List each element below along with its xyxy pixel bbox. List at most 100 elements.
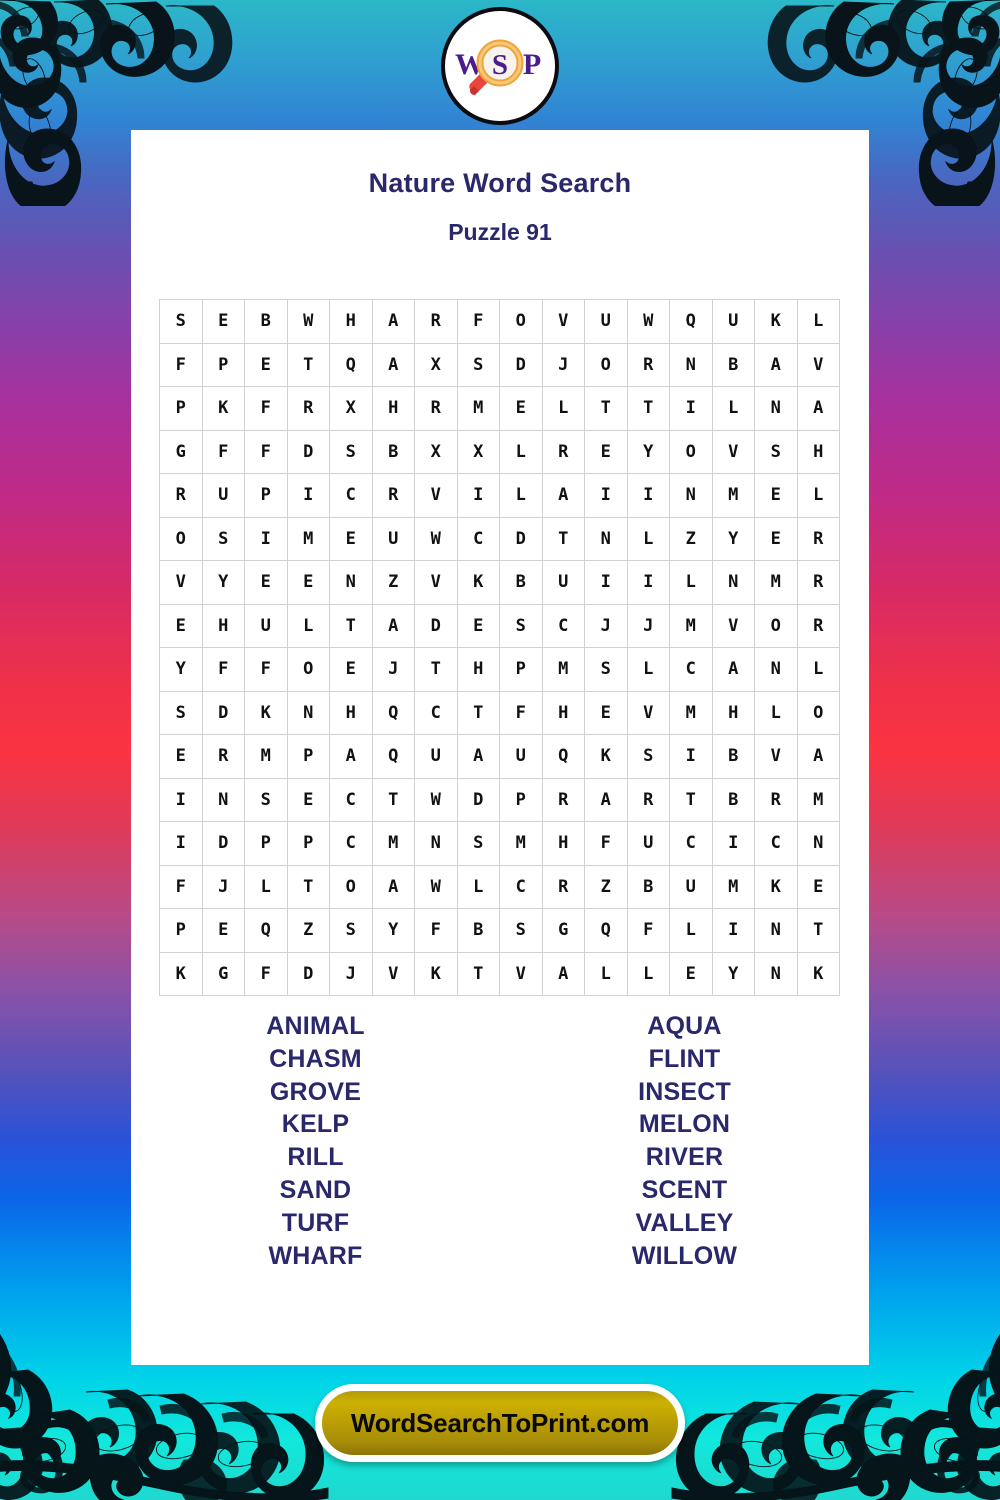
grid-cell[interactable]: A bbox=[371, 864, 415, 909]
grid-cell[interactable]: V bbox=[796, 342, 840, 387]
grid-cell[interactable]: U bbox=[626, 821, 670, 866]
grid-cell[interactable]: N bbox=[329, 560, 373, 605]
grid-cell[interactable]: U bbox=[201, 473, 245, 518]
grid-cell[interactable]: P bbox=[244, 473, 288, 518]
grid-cell[interactable]: R bbox=[414, 299, 458, 344]
grid-cell[interactable]: K bbox=[584, 734, 628, 779]
grid-cell[interactable]: V bbox=[159, 560, 203, 605]
grid-cell[interactable]: P bbox=[286, 821, 330, 866]
grid-cell[interactable]: C bbox=[499, 864, 543, 909]
grid-cell[interactable]: L bbox=[541, 386, 585, 431]
grid-cell[interactable]: O bbox=[286, 647, 330, 692]
grid-cell[interactable]: H bbox=[541, 821, 585, 866]
grid-cell[interactable]: F bbox=[201, 429, 245, 474]
grid-cell[interactable]: F bbox=[159, 342, 203, 387]
grid-cell[interactable]: S bbox=[499, 908, 543, 953]
grid-cell[interactable]: I bbox=[244, 516, 288, 561]
grid-cell[interactable]: I bbox=[286, 473, 330, 518]
grid-cell[interactable]: M bbox=[754, 560, 798, 605]
grid-cell[interactable]: X bbox=[414, 342, 458, 387]
grid-cell[interactable]: D bbox=[286, 951, 330, 996]
grid-cell[interactable]: H bbox=[371, 386, 415, 431]
grid-cell[interactable]: M bbox=[286, 516, 330, 561]
grid-cell[interactable]: P bbox=[499, 777, 543, 822]
word-list-item[interactable]: RILL bbox=[287, 1143, 344, 1172]
grid-cell[interactable]: T bbox=[456, 690, 500, 735]
grid-cell[interactable]: C bbox=[754, 821, 798, 866]
grid-cell[interactable]: N bbox=[754, 647, 798, 692]
grid-cell[interactable]: I bbox=[159, 821, 203, 866]
grid-cell[interactable]: E bbox=[754, 473, 798, 518]
grid-cell[interactable]: E bbox=[329, 516, 373, 561]
grid-cell[interactable]: O bbox=[669, 429, 713, 474]
grid-cell[interactable]: W bbox=[414, 864, 458, 909]
grid-cell[interactable]: L bbox=[754, 690, 798, 735]
grid-cell[interactable]: H bbox=[329, 299, 373, 344]
grid-cell[interactable]: A bbox=[371, 342, 415, 387]
grid-cell[interactable]: M bbox=[541, 647, 585, 692]
word-list-item[interactable]: SAND bbox=[279, 1175, 352, 1204]
grid-cell[interactable]: Z bbox=[371, 560, 415, 605]
grid-cell[interactable]: I bbox=[711, 908, 755, 953]
word-list-item[interactable]: MELON bbox=[638, 1110, 731, 1139]
grid-cell[interactable]: R bbox=[796, 560, 840, 605]
grid-cell[interactable]: D bbox=[414, 603, 458, 648]
grid-cell[interactable]: H bbox=[201, 603, 245, 648]
grid-cell[interactable]: P bbox=[244, 821, 288, 866]
grid-cell[interactable]: T bbox=[669, 777, 713, 822]
grid-cell[interactable]: E bbox=[499, 386, 543, 431]
grid-cell[interactable]: R bbox=[201, 734, 245, 779]
grid-cell[interactable]: S bbox=[201, 516, 245, 561]
grid-cell[interactable]: E bbox=[201, 908, 245, 953]
grid-cell[interactable]: Y bbox=[201, 560, 245, 605]
grid-cell[interactable]: M bbox=[244, 734, 288, 779]
grid-cell[interactable]: E bbox=[329, 647, 373, 692]
grid-cell[interactable]: A bbox=[329, 734, 373, 779]
grid-cell[interactable]: E bbox=[669, 951, 713, 996]
grid-cell[interactable]: F bbox=[244, 647, 288, 692]
grid-cell[interactable]: H bbox=[541, 690, 585, 735]
grid-cell[interactable]: C bbox=[414, 690, 458, 735]
grid-cell[interactable]: L bbox=[796, 647, 840, 692]
grid-cell[interactable]: D bbox=[286, 429, 330, 474]
grid-cell[interactable]: H bbox=[711, 690, 755, 735]
grid-cell[interactable]: E bbox=[286, 777, 330, 822]
grid-cell[interactable]: A bbox=[371, 299, 415, 344]
grid-cell[interactable]: R bbox=[796, 603, 840, 648]
grid-cell[interactable]: L bbox=[244, 864, 288, 909]
grid-cell[interactable]: R bbox=[796, 516, 840, 561]
grid-cell[interactable]: R bbox=[159, 473, 203, 518]
grid-cell[interactable]: P bbox=[159, 908, 203, 953]
grid-cell[interactable]: H bbox=[329, 690, 373, 735]
grid-cell[interactable]: V bbox=[754, 734, 798, 779]
grid-cell[interactable]: L bbox=[626, 647, 670, 692]
grid-cell[interactable]: O bbox=[159, 516, 203, 561]
grid-cell[interactable]: U bbox=[244, 603, 288, 648]
grid-cell[interactable]: T bbox=[329, 603, 373, 648]
grid-cell[interactable]: F bbox=[244, 951, 288, 996]
grid-cell[interactable]: V bbox=[414, 473, 458, 518]
word-list-item[interactable]: WILLOW bbox=[631, 1241, 738, 1270]
grid-cell[interactable]: N bbox=[584, 516, 628, 561]
grid-cell[interactable]: U bbox=[499, 734, 543, 779]
grid-cell[interactable]: N bbox=[286, 690, 330, 735]
grid-cell[interactable]: A bbox=[371, 603, 415, 648]
grid-cell[interactable]: F bbox=[584, 821, 628, 866]
grid-cell[interactable]: I bbox=[159, 777, 203, 822]
grid-cell[interactable]: B bbox=[456, 908, 500, 953]
grid-cell[interactable]: V bbox=[414, 560, 458, 605]
word-list-item[interactable]: INSECT bbox=[638, 1077, 731, 1106]
grid-cell[interactable]: F bbox=[456, 299, 500, 344]
grid-cell[interactable]: L bbox=[669, 560, 713, 605]
grid-cell[interactable]: R bbox=[541, 429, 585, 474]
grid-cell[interactable]: S bbox=[626, 734, 670, 779]
grid-cell[interactable]: O bbox=[499, 299, 543, 344]
grid-cell[interactable]: M bbox=[456, 386, 500, 431]
grid-cell[interactable]: K bbox=[414, 951, 458, 996]
grid-cell[interactable]: T bbox=[286, 342, 330, 387]
grid-cell[interactable]: K bbox=[754, 864, 798, 909]
grid-cell[interactable]: R bbox=[541, 777, 585, 822]
grid-cell[interactable]: L bbox=[499, 429, 543, 474]
grid-cell[interactable]: R bbox=[286, 386, 330, 431]
